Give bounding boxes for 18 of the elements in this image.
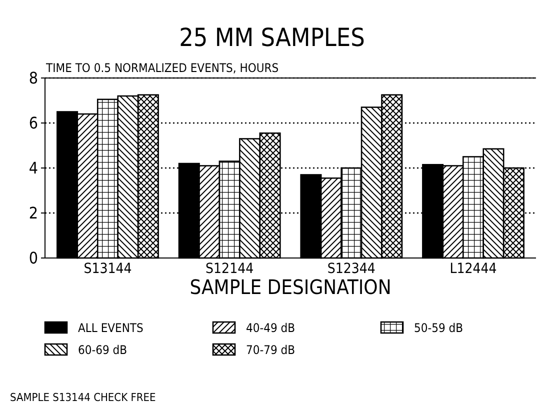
text: SAMPLE S13144 CHECK FREE	[10, 391, 156, 404]
legend-label: 60-69 dB	[78, 343, 128, 357]
x-tick-label: S12344	[327, 261, 376, 277]
y-axis-title: TIME TO 0.5 NORMALIZED EVENTS, HOURS	[45, 61, 279, 75]
legend-label: 50-59 dB	[414, 321, 464, 335]
y-tick-label: 4	[28, 158, 38, 178]
x-tick-label: S13144	[84, 261, 132, 277]
y-tick-label: 2	[28, 204, 38, 223]
legend-label: 40-49 dB	[246, 321, 296, 335]
x-axis-title: SAMPLE DESIGNATION	[190, 275, 392, 299]
legend-label: 70-79 dB	[246, 343, 296, 357]
x-tick-label: S12144	[206, 261, 254, 277]
chart-title: 25 MM SAMPLES	[179, 23, 365, 52]
x-tick-label: L12444	[450, 261, 497, 277]
y-tick-label: 8	[28, 68, 38, 88]
y-tick-label: 6	[28, 114, 38, 133]
legend-label: ALL EVENTS	[78, 321, 144, 335]
y-tick-label: 0	[28, 248, 38, 268]
